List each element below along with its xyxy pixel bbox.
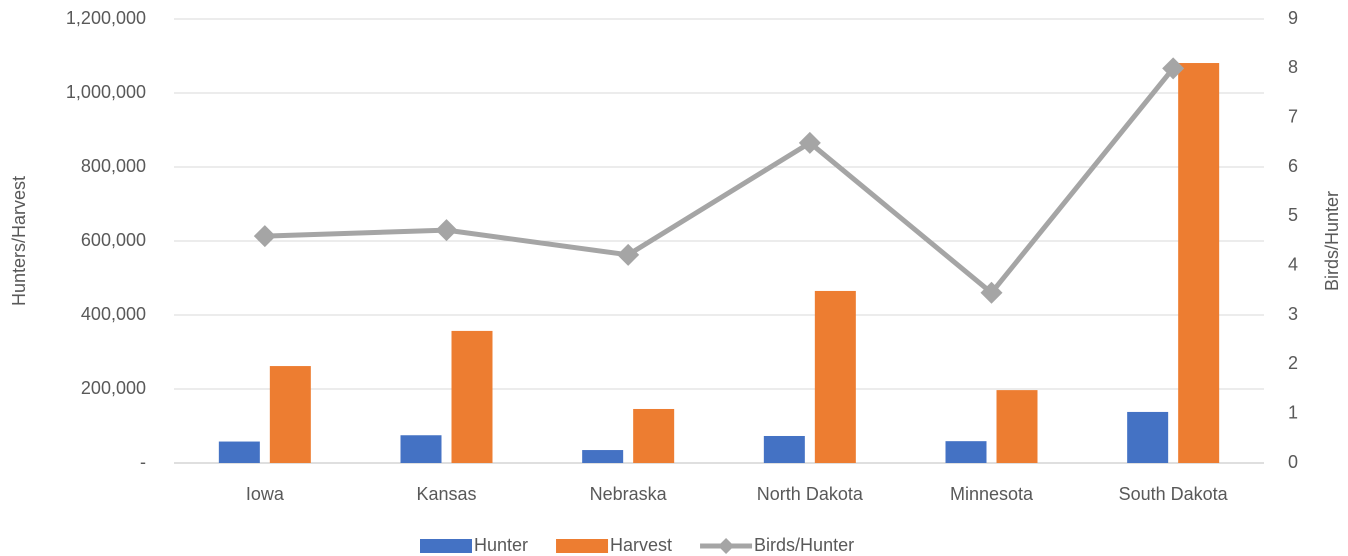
y2-tick-label: 7 (1288, 106, 1298, 126)
y-axis-label: Hunters/Harvest (9, 176, 29, 306)
bar (1127, 411, 1169, 463)
x-tick-label: Nebraska (590, 484, 668, 504)
legend-label: Hunter (474, 535, 528, 555)
y-tick-label: 200,000 (81, 378, 146, 398)
y2-tick-label: 0 (1288, 452, 1298, 472)
bar (400, 435, 442, 463)
bar (996, 390, 1038, 463)
line-marker (798, 131, 821, 154)
y-tick-label: 1,000,000 (66, 82, 146, 102)
bar (218, 441, 260, 463)
bar (582, 450, 624, 463)
legend-swatch (556, 539, 609, 553)
y-tick-label: 1,200,000 (66, 8, 146, 28)
line-marker (253, 225, 276, 248)
y2-tick-label: 6 (1288, 156, 1298, 176)
x-tick-label: Kansas (416, 484, 476, 504)
line-marker (1162, 57, 1185, 80)
x-tick-label: North Dakota (757, 484, 864, 504)
y2-tick-label: 2 (1288, 353, 1298, 373)
legend-swatch (718, 538, 735, 554)
y2-tick-label: 3 (1288, 304, 1298, 324)
legend-swatch (420, 539, 472, 553)
y-tick-label: 400,000 (81, 304, 146, 324)
bar (814, 290, 856, 463)
line-series (264, 66, 1176, 296)
line-marker (617, 243, 640, 266)
x-tick-label: Iowa (246, 484, 285, 504)
y-tick-label: - (140, 452, 146, 472)
bar (763, 435, 805, 463)
bar (269, 366, 311, 463)
y2-tick-label: 1 (1288, 402, 1298, 422)
y2-axis-label: Birds/Hunter (1322, 191, 1342, 291)
x-tick-label: Minnesota (950, 484, 1034, 504)
y2-tick-label: 9 (1288, 8, 1298, 28)
bar (945, 441, 987, 463)
y2-tick-label: 5 (1288, 205, 1298, 225)
legend-label: Harvest (610, 535, 672, 555)
line-marker (435, 219, 458, 242)
y2-tick-label: 4 (1288, 254, 1298, 274)
x-tick-label: South Dakota (1119, 484, 1229, 504)
y-tick-label: 600,000 (81, 230, 146, 250)
legend-label: Birds/Hunter (754, 535, 854, 555)
bar (1178, 63, 1220, 463)
bar (451, 330, 493, 463)
y2-tick-label: 8 (1288, 57, 1298, 77)
line-marker (980, 281, 1003, 304)
bar (633, 408, 675, 463)
y-tick-label: 800,000 (81, 156, 146, 176)
